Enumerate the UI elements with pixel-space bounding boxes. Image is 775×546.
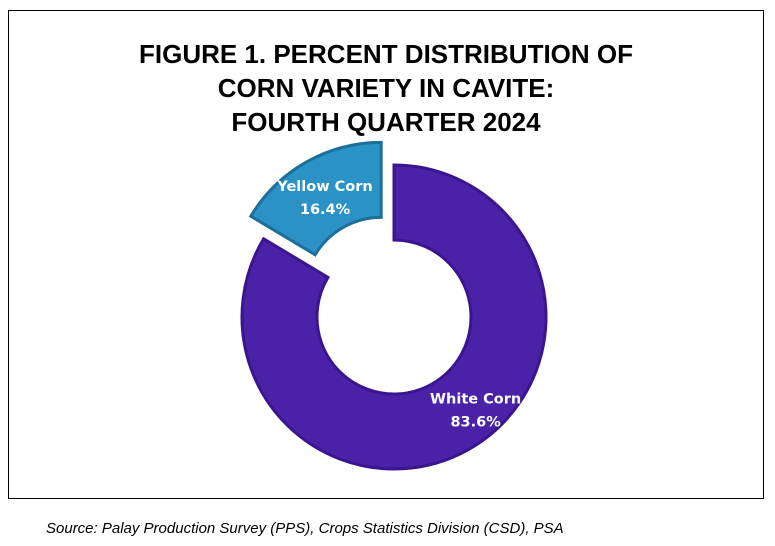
slice-label-white-corn: White Corn [430, 392, 521, 408]
chart-title: FIGURE 1. PERCENT DISTRIBUTION OF CORN V… [9, 37, 763, 139]
slice-label-yellow-corn: Yellow Corn [276, 179, 372, 195]
source-note: Source: Palay Production Survey (PPS), C… [46, 520, 564, 537]
chart-title-line-3: FOURTH QUARTER 2024 [231, 107, 541, 137]
donut-slices [240, 140, 548, 471]
donut-labels: White Corn 83.6% Yellow Corn 16.4% [276, 179, 521, 430]
slice-white-corn [240, 163, 548, 471]
slice-value-white-corn: 83.6% [450, 415, 501, 431]
slice-yellow-corn [248, 140, 383, 257]
chart-title-line-2: CORN VARIETY IN CAVITE: [217, 73, 555, 103]
slice-value-yellow-corn: 16.4% [300, 202, 351, 218]
chart-title-line-1: FIGURE 1. PERCENT DISTRIBUTION OF [138, 39, 634, 69]
